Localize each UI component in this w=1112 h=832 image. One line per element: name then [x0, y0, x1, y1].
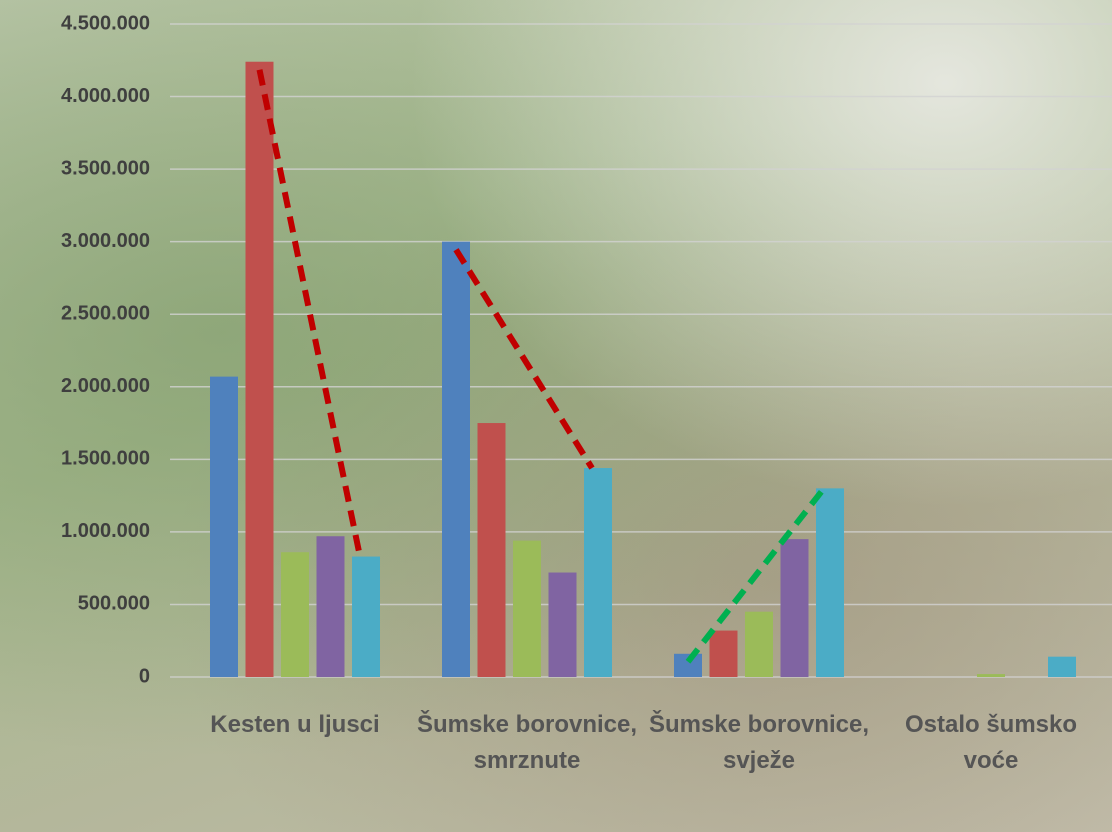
y-tick-label: 1.000.000	[61, 520, 150, 542]
bar	[352, 556, 380, 677]
bar	[513, 540, 541, 677]
bar	[674, 653, 702, 677]
bar	[548, 572, 577, 677]
bar	[977, 674, 1005, 677]
x-tick-label: Ostalo šumsko voće	[904, 711, 1078, 774]
bar	[745, 611, 773, 677]
trend-line	[685, 486, 827, 664]
bar	[477, 423, 506, 677]
bar	[281, 552, 309, 677]
bar	[1048, 656, 1076, 677]
y-tick-label: 1.500.000	[61, 448, 150, 470]
y-tick-label: 4.000.000	[61, 85, 150, 107]
y-tick-label: 2.000.000	[61, 375, 150, 397]
y-tick-label: 3.500.000	[61, 157, 150, 179]
y-tick-label: 500.000	[78, 593, 150, 615]
y-tick-label: 0	[139, 665, 150, 687]
x-tick-label: Šumske borovnice, svježe	[648, 711, 870, 774]
bar	[780, 539, 809, 677]
trend-line	[453, 248, 595, 470]
bar	[816, 488, 844, 677]
x-tick-label: Šumske borovnice, smrznute	[416, 711, 638, 774]
trend-line	[256, 69, 363, 558]
bar	[442, 241, 470, 677]
bar	[584, 468, 612, 677]
x-tick-label: Kesten u ljusci	[210, 711, 380, 738]
y-tick-label: 3.000.000	[61, 230, 150, 252]
bar	[245, 61, 274, 678]
y-tick-label: 2.500.000	[61, 303, 150, 325]
bar	[709, 630, 738, 677]
bar	[210, 376, 238, 677]
y-tick-label: 4.500.000	[61, 12, 150, 34]
bar	[316, 536, 345, 677]
